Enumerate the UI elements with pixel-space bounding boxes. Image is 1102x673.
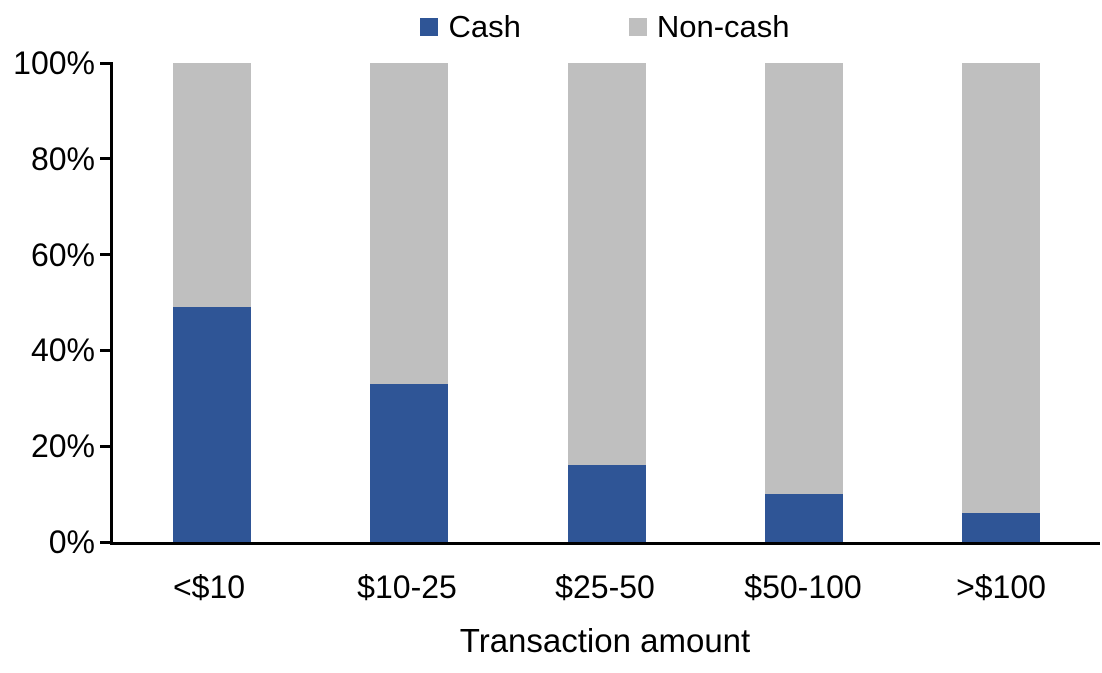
y-tick-mark <box>100 348 113 352</box>
stacked-bar <box>962 63 1041 542</box>
bar-slot <box>508 63 705 542</box>
y-tick-mark <box>100 61 113 65</box>
bar-segment-non-cash <box>962 63 1041 514</box>
bars-container <box>113 63 1100 542</box>
bar-segment-non-cash <box>172 63 251 308</box>
stacked-bar <box>764 63 843 542</box>
stacked-bar <box>172 63 251 542</box>
x-tick-label: $50-100 <box>744 569 862 605</box>
x-axis-title: Transaction amount <box>459 622 751 659</box>
bar-segment-cash <box>567 465 646 542</box>
bar-slot <box>705 63 902 542</box>
chart-legend: Cash Non-cash <box>110 8 1100 46</box>
y-tick-mark <box>100 540 113 544</box>
bar-segment-cash <box>962 513 1041 542</box>
y-tick-label: 20% <box>30 428 95 465</box>
y-tick-mark <box>100 253 113 257</box>
bar-segment-non-cash <box>567 63 646 466</box>
legend-label-cash: Cash <box>448 9 521 44</box>
bar-segment-cash <box>172 307 251 542</box>
x-tick-label: $10-25 <box>357 569 457 605</box>
x-tick-label: $25-50 <box>555 569 655 605</box>
y-tick-label: 80% <box>30 140 95 177</box>
bar-segment-non-cash <box>370 63 449 384</box>
y-tick-label: 0% <box>48 524 95 560</box>
bar-segment-non-cash <box>764 63 843 495</box>
y-tick-label: 40% <box>30 332 95 369</box>
bar-slot <box>113 63 310 542</box>
noncash-swatch-icon <box>628 18 647 36</box>
legend-label-noncash: Non-cash <box>656 9 790 44</box>
y-tick-mark <box>100 157 113 161</box>
y-tick-label: 100% <box>13 45 95 81</box>
stacked-bar <box>370 63 449 542</box>
bar-slot <box>310 63 507 542</box>
plot-area: 0% 20% 40% 60% 80% 100% <box>13 46 1100 559</box>
legend-item-noncash: Non-cash <box>628 8 790 46</box>
stacked-bar <box>567 63 646 542</box>
x-tick-label: >$100 <box>956 569 1046 605</box>
x-axis-labels: <$10 $10-25 $25-50 $50-100 >$100 <box>110 568 1100 606</box>
bar-slot <box>903 63 1100 542</box>
x-tick-label: <$10 <box>172 569 246 605</box>
bar-segment-cash <box>764 494 843 542</box>
y-tick-label: 60% <box>30 236 95 273</box>
cash-swatch-icon <box>420 18 439 36</box>
y-tick-mark <box>100 444 113 448</box>
bar-segment-cash <box>370 383 449 542</box>
legend-item-cash: Cash <box>420 8 521 46</box>
